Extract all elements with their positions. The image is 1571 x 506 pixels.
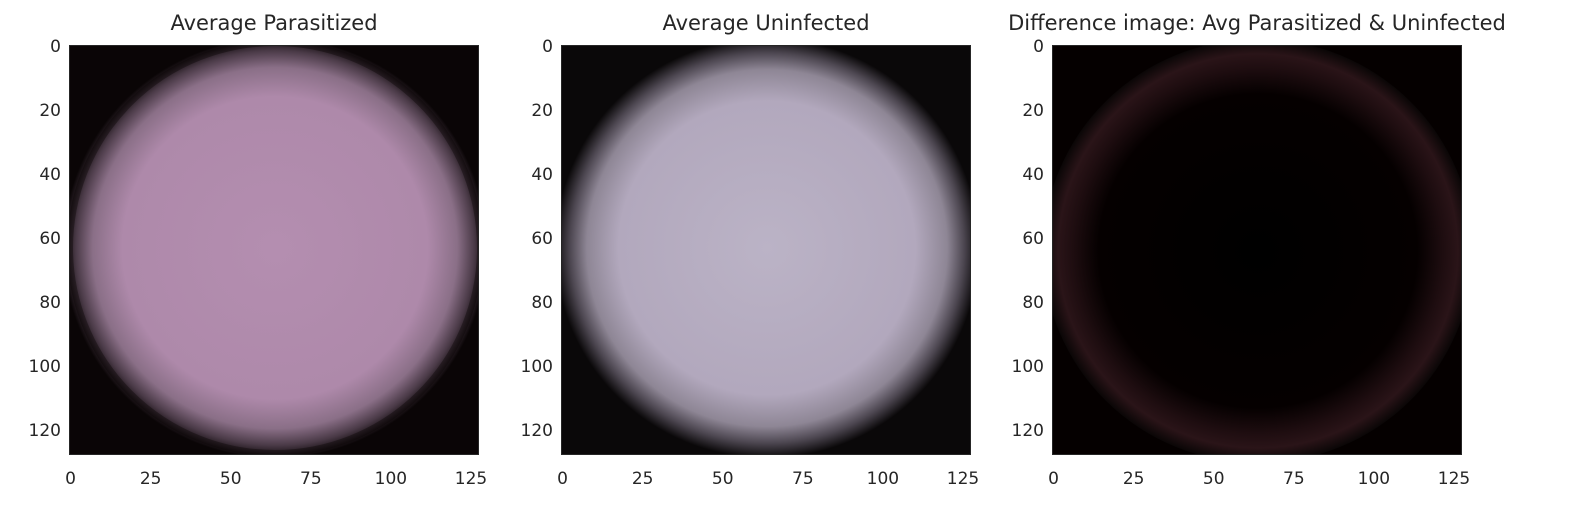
image-axes [69,45,479,455]
x-tick-label: 100 [1357,469,1391,489]
panel-title: Average Uninfected [662,11,870,35]
x-tick-label: 75 [1283,469,1305,489]
y-tick-label: 20 [531,100,553,121]
x-tick-label: 25 [139,469,162,489]
y-tick-label: 40 [1022,164,1044,185]
y-tick-label: 20 [1022,100,1044,121]
y-tick-label: 80 [531,292,553,313]
x-tick-label: 25 [1122,469,1145,489]
y-tick-label: 40 [39,164,61,185]
y-tick-label: 120 [520,420,553,441]
y-tick-label: 0 [542,36,553,57]
x-tick-label: 50 [711,469,734,489]
y-tick-label: 60 [39,228,61,249]
x-tick-label: 0 [65,469,77,489]
x-tick-label: 0 [557,469,569,489]
y-tick-label: 100 [520,356,553,377]
y-tick-label: 60 [1022,228,1044,249]
panel-average-uninfected: Average Uninfected 0 20 40 60 80 100 120 0 25 50 7… [521,0,981,506]
y-tick-label: 0 [1033,36,1044,57]
y-tick-label: 40 [531,164,553,185]
x-tick-label: 125 [1437,469,1471,489]
x-tick-label: 125 [454,469,488,489]
panel-average-parasitized: Average Parasitized 0 20 40 [29,0,489,506]
x-tick-label: 50 [1202,469,1225,489]
image-axes [561,45,971,455]
y-tick-label: 20 [39,100,61,121]
x-tick-label: 75 [792,469,814,489]
x-tick-label: 100 [866,469,900,489]
y-tick-label: 0 [50,36,61,57]
panel-title: Difference image: Avg Parasitized & Unin… [1008,11,1506,35]
x-tick-label: 25 [631,469,654,489]
y-tick-label: 100 [28,356,61,377]
y-tick-label: 60 [531,228,553,249]
panel-title: Average Parasitized [170,11,378,35]
x-tick-label: 100 [374,469,408,489]
image-axes [1052,45,1462,455]
y-tick-label: 80 [1022,292,1044,313]
y-tick-label: 100 [1011,356,1044,377]
x-tick-label: 125 [946,469,980,489]
y-tick-label: 120 [28,420,61,441]
x-tick-label: 75 [300,469,322,489]
x-tick-label: 50 [219,469,242,489]
y-tick-label: 80 [39,292,61,313]
difference-image [1053,46,1461,454]
panel-difference-image: Difference image: Avg Parasitized & Unin… [1008,0,1506,506]
uninfected-average-image [562,46,970,454]
x-tick-label: 0 [1048,469,1060,489]
parasitized-average-image [70,46,478,454]
y-tick-label: 120 [1011,420,1044,441]
